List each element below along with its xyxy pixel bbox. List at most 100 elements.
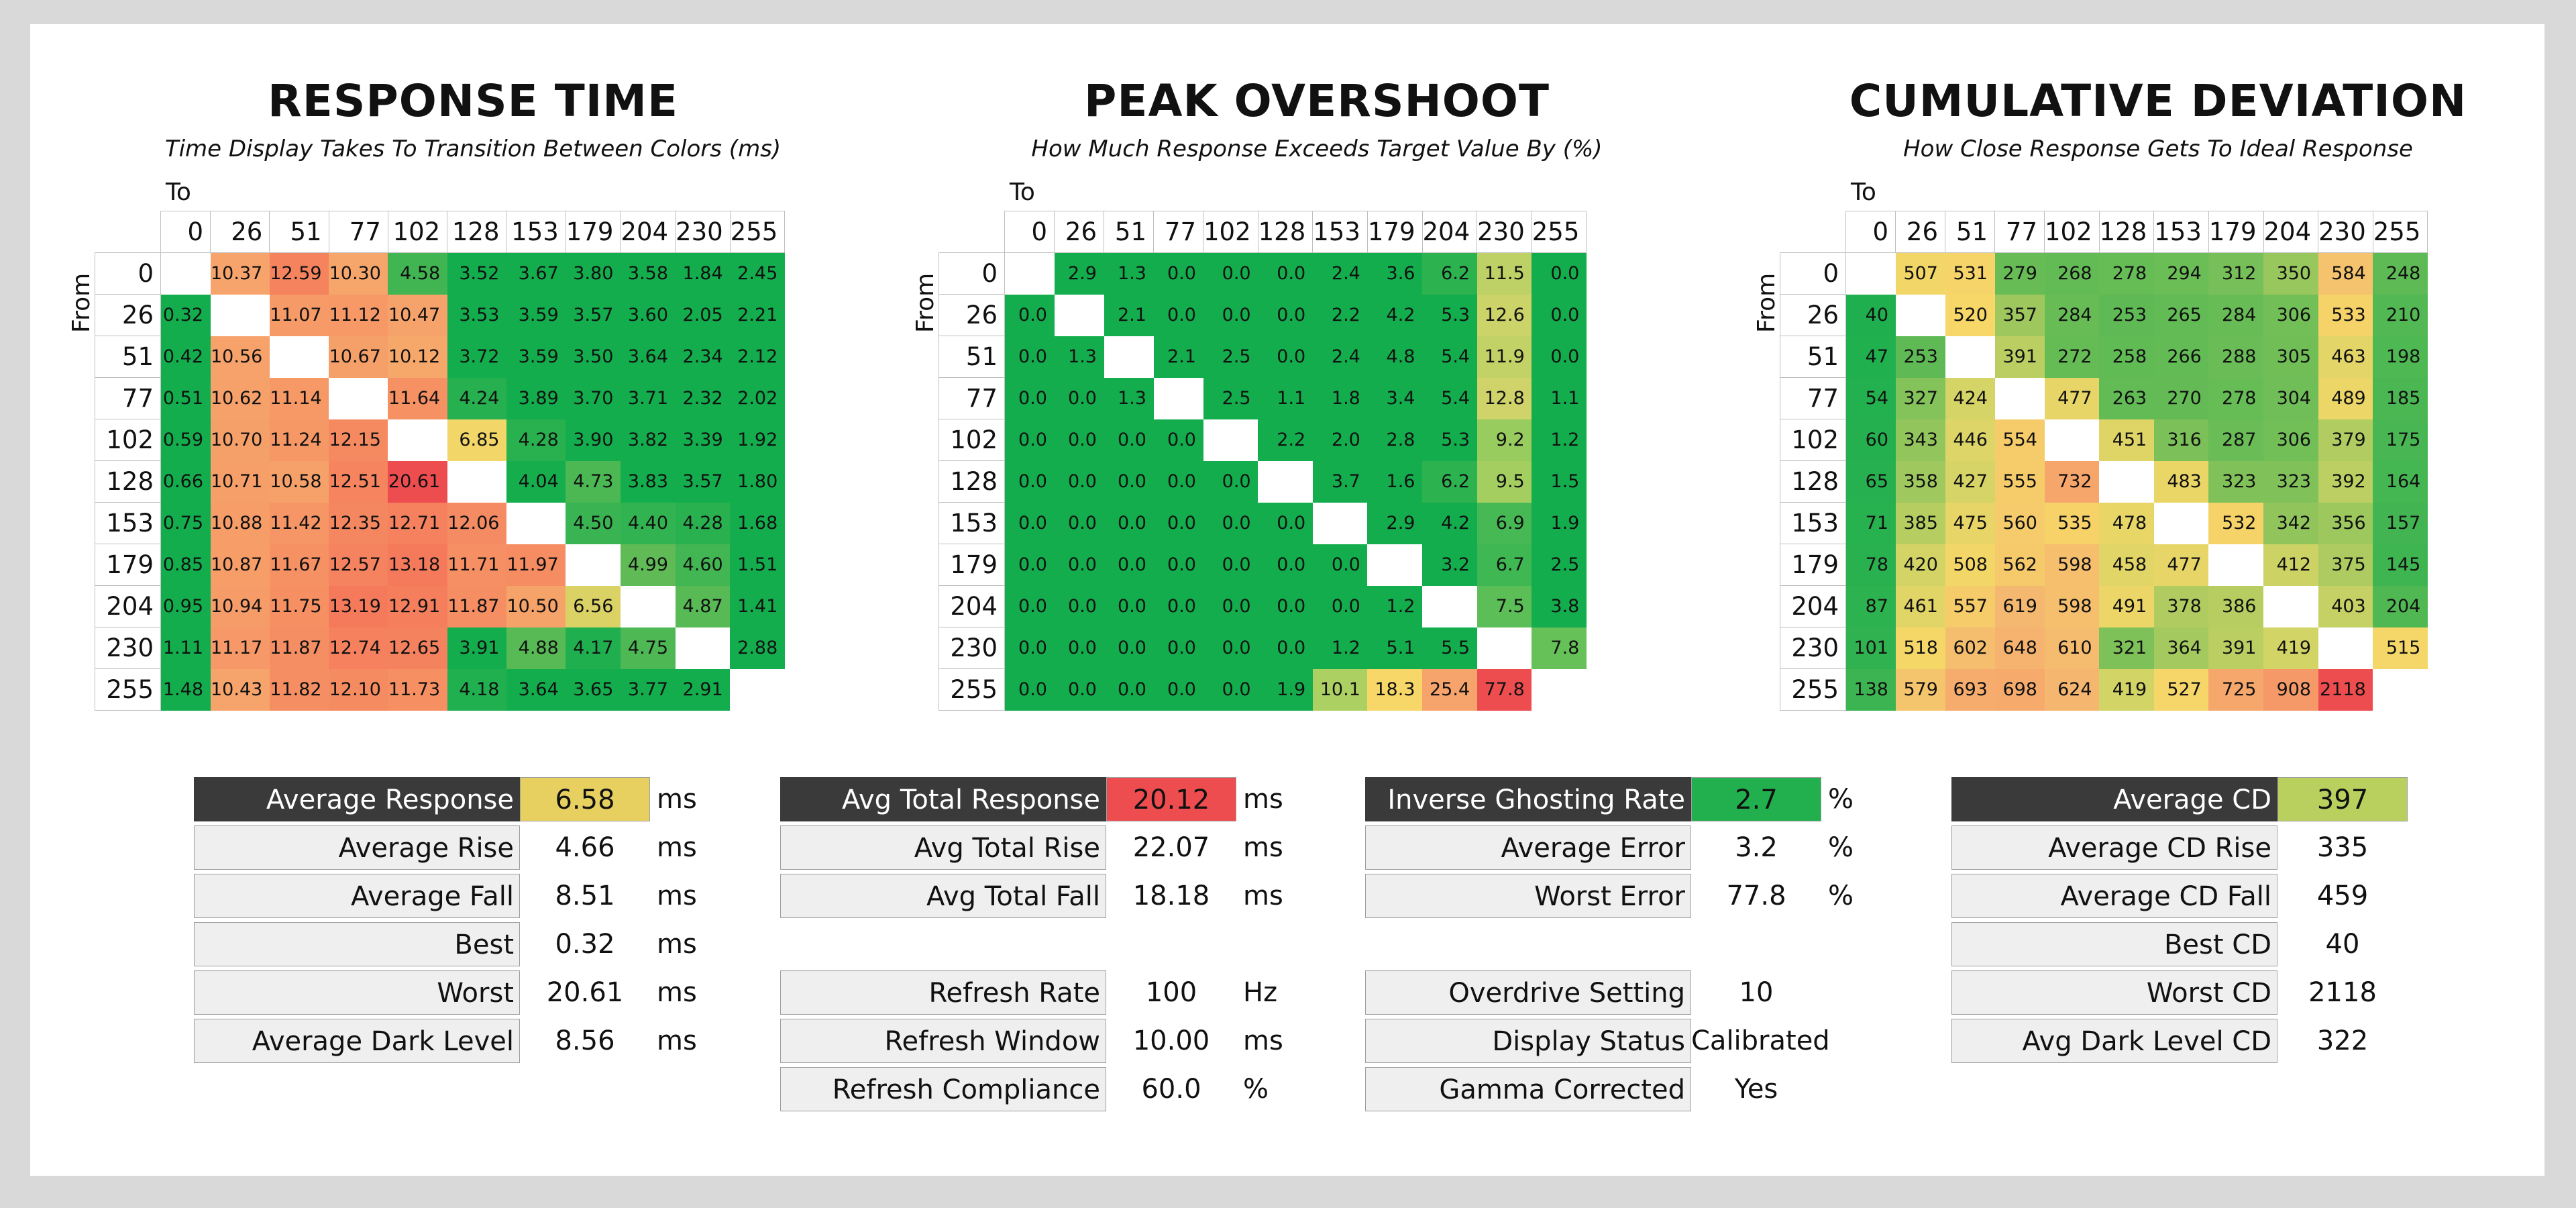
diagonal-cell (269, 336, 329, 378)
heatmap-cell: 350 (2263, 252, 2318, 295)
heatmap-cell: 323 (2208, 460, 2263, 503)
heatmap-cell: 0.0 (1054, 627, 1104, 669)
heatmap-cell: 3.6 (1367, 252, 1422, 295)
column-header: 0 (160, 211, 211, 253)
heatmap-cell: 1.5 (1532, 460, 1587, 503)
column-header: 204 (1421, 211, 1478, 253)
diagonal-cell (620, 585, 676, 627)
row-header: 255 (938, 668, 1005, 711)
heatmap-cell: 342 (2263, 502, 2318, 544)
heatmap-cell: 3.67 (506, 252, 566, 295)
heatmap-cell: 515 (2373, 627, 2428, 669)
heatmap-cell: 3.72 (447, 336, 506, 378)
heatmap-cell: 11.07 (269, 294, 329, 336)
heatmap-cell: 4.24 (447, 377, 506, 419)
diagonal-cell (388, 419, 447, 461)
heatmap-cell: 11.75 (269, 585, 329, 627)
heatmap-cell: 10.30 (329, 252, 388, 295)
heatmap-cell: 392 (2318, 460, 2373, 503)
diagonal-cell (1532, 668, 1587, 711)
from-axis-label: From (1753, 272, 1780, 333)
diagonal-cell (1895, 294, 1945, 336)
heatmap-cell: 11.12 (329, 294, 388, 336)
heatmap-cell: 379 (2318, 419, 2373, 461)
heatmap-cell: 0.0 (1054, 544, 1104, 586)
heatmap-cell: 306 (2263, 419, 2318, 461)
heatmap-cell: 4.99 (620, 544, 676, 586)
heatmap-cell: 5.1 (1367, 627, 1422, 669)
heatmap-cell: 287 (2208, 419, 2263, 461)
heatmap-cell: 2.12 (730, 336, 785, 378)
heatmap-cell: 732 (2044, 460, 2100, 503)
heatmap-cell: 4.2 (1422, 502, 1477, 544)
stat-unit: ms (657, 880, 697, 911)
stat-label: Average Error (1365, 825, 1691, 870)
row-header: 51 (1780, 336, 1846, 378)
heatmap-cell: 12.15 (329, 419, 388, 461)
heatmap-cell: 4.58 (388, 252, 447, 295)
column-header: 77 (328, 211, 388, 253)
heatmap-cell: 4.88 (506, 627, 566, 669)
heatmap-cell: 40 (1845, 294, 1896, 336)
heatmap-cell: 0.0 (1104, 460, 1154, 503)
diagonal-cell (2099, 460, 2154, 503)
diagonal-cell (2263, 585, 2318, 627)
heatmap-cell: 278 (2208, 377, 2263, 419)
heatmap-cell: 386 (2208, 585, 2263, 627)
heatmap-cell: 11.17 (210, 627, 270, 669)
row-header: 153 (95, 502, 161, 544)
heatmap-cell: 419 (2099, 668, 2154, 711)
heatmap-cell: 11.97 (506, 544, 566, 586)
diagonal-cell (1203, 419, 1258, 461)
heatmap-cell: 7.5 (1477, 585, 1532, 627)
heatmap-cell: 491 (2099, 585, 2154, 627)
heatmap-cell: 0.0 (1312, 544, 1368, 586)
heatmap-cell: 0.0 (1258, 294, 1313, 336)
heatmap-cell: 11.87 (447, 585, 506, 627)
heatmap-cell: 0.0 (1153, 252, 1203, 295)
column-header: 102 (2044, 211, 2100, 253)
heatmap-cell: 1.1 (1258, 377, 1313, 419)
heatmap-cell: 145 (2373, 544, 2428, 586)
row-header: 0 (1780, 252, 1846, 295)
heatmap-cell: 10.70 (210, 419, 270, 461)
heatmap-cell: 0.0 (1054, 419, 1104, 461)
heatmap-cell: 0.0 (1054, 668, 1104, 711)
heatmap-cell: 294 (2153, 252, 2209, 295)
heatmap-cell: 1.8 (1312, 377, 1368, 419)
stat-unit: ms (657, 977, 697, 1008)
diagonal-cell (2044, 419, 2100, 461)
heatmap-cell: 10.43 (210, 668, 270, 711)
column-header: 179 (2208, 211, 2264, 253)
heatmap-cell: 2.2 (1312, 294, 1368, 336)
heatmap-cell: 5.5 (1422, 627, 1477, 669)
row-header: 230 (938, 627, 1005, 669)
stat-value: 397 (2277, 777, 2408, 821)
to-axis-label: To (1010, 179, 1035, 206)
heatmap-cell: 13.19 (329, 585, 388, 627)
heatmap-cell: 0.0 (1004, 460, 1055, 503)
stat-value: 8.56 (555, 1025, 615, 1056)
heatmap-cell: 9.5 (1477, 460, 1532, 503)
heatmap-cell: 0.0 (1104, 544, 1154, 586)
heatmap-cell: 11.9 (1477, 336, 1532, 378)
stat-value: 40 (2325, 929, 2360, 960)
from-axis-label: From (68, 272, 95, 333)
heatmap-cell: 4.40 (620, 502, 676, 544)
heatmap-cell: 554 (1994, 419, 2045, 461)
diagonal-cell (1054, 294, 1104, 336)
heatmap-cell: 321 (2099, 627, 2154, 669)
heatmap-cell: 11.73 (388, 668, 447, 711)
column-header: 102 (387, 211, 448, 253)
heatmap-cell: 1.2 (1532, 419, 1587, 461)
heatmap-cell: 20.61 (388, 460, 447, 503)
heatmap-cell: 12.35 (329, 502, 388, 544)
heatmap-cell: 3.8 (1532, 585, 1587, 627)
heatmap-cell: 535 (2044, 502, 2100, 544)
stat-value: 10.00 (1132, 1025, 1210, 1056)
heatmap-cell: 419 (2263, 627, 2318, 669)
heatmap-cell: 1.51 (730, 544, 785, 586)
heatmap-cell: 531 (1945, 252, 1995, 295)
heatmap-cell: 3.64 (506, 668, 566, 711)
stat-unit: ms (657, 832, 697, 863)
